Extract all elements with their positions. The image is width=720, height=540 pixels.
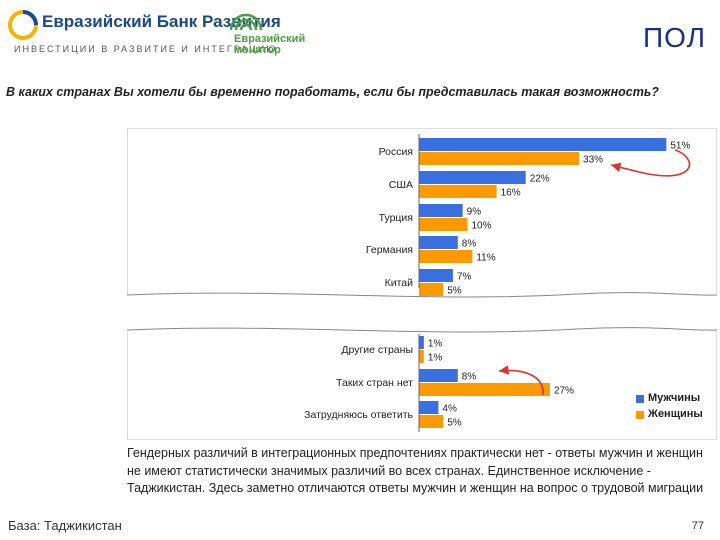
- category-label: США: [389, 179, 413, 191]
- data-label: 16%: [501, 188, 521, 199]
- data-label: 5%: [447, 418, 462, 429]
- bar-women: [419, 383, 550, 396]
- data-label: 8%: [462, 239, 477, 250]
- data-label: 11%: [476, 253, 495, 264]
- category-label: Китай: [385, 277, 414, 289]
- bank-tagline: ИНВЕСТИЦИИ В РАЗВИТИЕ И ИНТЕГРАЦИЮ: [14, 44, 278, 54]
- data-label: 5%: [447, 286, 462, 297]
- bar-women: [419, 283, 444, 296]
- comment-text: Гендерных различий в интеграционных пред…: [127, 446, 704, 495]
- bar-men: [419, 369, 458, 382]
- bar-men: [419, 236, 458, 249]
- category-label: Таких стран нет: [336, 377, 413, 389]
- category-label: Турция: [379, 212, 413, 224]
- bar-women: [419, 218, 468, 231]
- data-label: 9%: [467, 207, 482, 218]
- data-label: 10%: [472, 221, 492, 232]
- monitor-logo-icon: [229, 13, 263, 31]
- data-label: 51%: [670, 141, 690, 152]
- survey-question: В каких странах Вы хотели бы временно по…: [6, 85, 659, 99]
- axis-break-upper: [127, 292, 717, 298]
- monitor-name-line1: Евразийский: [234, 33, 306, 45]
- chart-area: Россия 51% 33% США 22% 16% Турция 9% 10% Германия…: [127, 128, 717, 440]
- bar-women: [419, 250, 473, 263]
- category-label: Россия: [379, 146, 413, 158]
- bar-men: [419, 336, 424, 349]
- category-label: Германия: [366, 244, 413, 256]
- data-label: 1%: [428, 339, 443, 350]
- data-label: 4%: [442, 404, 457, 415]
- bar-men: [419, 269, 453, 282]
- bank-name: Евразийский Банк Развития: [42, 12, 281, 31]
- category-label: Затрудняюсь ответить: [304, 409, 413, 421]
- data-label: 1%: [428, 353, 443, 364]
- data-label: 33%: [583, 155, 603, 166]
- bar-men: [419, 138, 667, 151]
- category-label: Другие страны: [341, 344, 413, 356]
- page-number: 77: [691, 520, 704, 532]
- legend-label-women: Женщины: [648, 408, 703, 420]
- bar-men: [419, 204, 463, 217]
- bar-chart: Россия 51% 33% США 22% 16% Турция 9% 10% Германия…: [127, 128, 717, 440]
- data-label: 22%: [530, 174, 550, 185]
- data-label: 8%: [462, 372, 477, 383]
- bar-women: [419, 152, 580, 165]
- bar-women: [419, 415, 444, 428]
- edb-logo-icon: [8, 10, 38, 40]
- data-label: 7%: [457, 272, 472, 283]
- legend-swatch-women: [636, 411, 644, 419]
- legend-swatch-men: [636, 395, 644, 403]
- bar-men: [419, 171, 526, 184]
- bar-women: [419, 185, 497, 198]
- bar-women: [419, 350, 424, 363]
- data-label: 27%: [554, 386, 574, 397]
- header: Евразийский Банк Развития ИНВЕСТИЦИИ В Р…: [0, 0, 720, 70]
- bar-men: [419, 401, 439, 414]
- legend-label-men: Мужчины: [648, 392, 701, 404]
- page-title: ПОЛ: [643, 22, 706, 53]
- annotation-arrow-russia: [610, 149, 691, 177]
- axis-break-lower: [127, 327, 717, 333]
- monitor-name-line2: монитор: [234, 44, 281, 56]
- annotation-arrow-no-countries: [498, 365, 544, 396]
- base-note: База: Таджикистан: [8, 518, 122, 533]
